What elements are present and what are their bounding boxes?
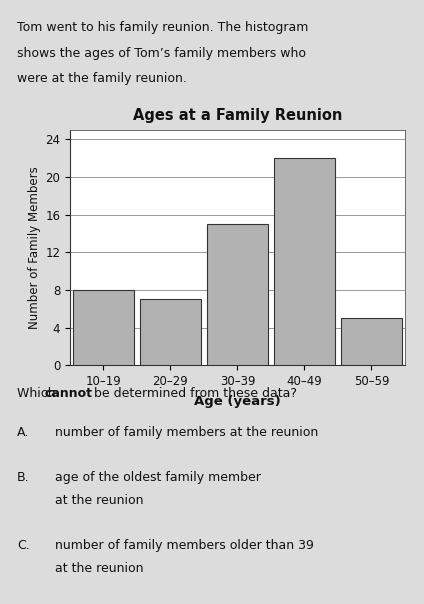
Text: be determined from these data?: be determined from these data?	[90, 387, 297, 400]
Bar	[341, 318, 402, 365]
Text: cannot: cannot	[44, 387, 92, 400]
Bar	[140, 300, 201, 365]
Text: age of the oldest family member: age of the oldest family member	[55, 471, 261, 484]
Text: at the reunion: at the reunion	[55, 562, 144, 576]
Bar	[73, 290, 134, 365]
Text: B.: B.	[17, 471, 30, 484]
Bar	[207, 224, 268, 365]
Text: A.: A.	[17, 426, 29, 439]
Text: number of family members older than 39: number of family members older than 39	[55, 539, 314, 553]
Text: number of family members at the reunion: number of family members at the reunion	[55, 426, 318, 439]
X-axis label: Age (years): Age (years)	[194, 395, 281, 408]
Text: at the reunion: at the reunion	[55, 494, 144, 507]
Text: shows the ages of Tom’s family members who: shows the ages of Tom’s family members w…	[17, 47, 306, 60]
Text: were at the family reunion.: were at the family reunion.	[17, 72, 187, 85]
Text: Which: Which	[17, 387, 60, 400]
Text: Tom went to his family reunion. The histogram: Tom went to his family reunion. The hist…	[17, 21, 308, 34]
Title: Ages at a Family Reunion: Ages at a Family Reunion	[133, 108, 342, 123]
Text: C.: C.	[17, 539, 30, 553]
Bar	[274, 158, 335, 365]
Y-axis label: Number of Family Members: Number of Family Members	[28, 166, 41, 329]
